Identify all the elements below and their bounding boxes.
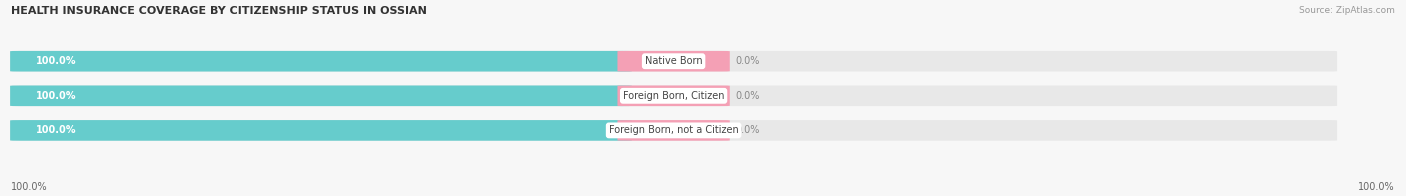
FancyBboxPatch shape bbox=[10, 85, 1337, 106]
Text: HEALTH INSURANCE COVERAGE BY CITIZENSHIP STATUS IN OSSIAN: HEALTH INSURANCE COVERAGE BY CITIZENSHIP… bbox=[11, 6, 427, 16]
Text: 100.0%: 100.0% bbox=[37, 125, 77, 135]
FancyBboxPatch shape bbox=[10, 120, 1337, 141]
FancyBboxPatch shape bbox=[617, 85, 730, 106]
FancyBboxPatch shape bbox=[10, 85, 631, 106]
Text: 100.0%: 100.0% bbox=[1358, 182, 1395, 192]
Text: 100.0%: 100.0% bbox=[11, 182, 48, 192]
FancyBboxPatch shape bbox=[10, 51, 631, 72]
FancyBboxPatch shape bbox=[10, 120, 631, 141]
FancyBboxPatch shape bbox=[617, 51, 730, 72]
Text: Foreign Born, not a Citizen: Foreign Born, not a Citizen bbox=[609, 125, 738, 135]
Text: 0.0%: 0.0% bbox=[735, 91, 759, 101]
Text: Native Born: Native Born bbox=[645, 56, 703, 66]
Text: 100.0%: 100.0% bbox=[37, 56, 77, 66]
Text: Source: ZipAtlas.com: Source: ZipAtlas.com bbox=[1299, 6, 1395, 15]
Text: Foreign Born, Citizen: Foreign Born, Citizen bbox=[623, 91, 724, 101]
Text: 0.0%: 0.0% bbox=[735, 125, 759, 135]
FancyBboxPatch shape bbox=[617, 120, 730, 141]
Text: 100.0%: 100.0% bbox=[37, 91, 77, 101]
FancyBboxPatch shape bbox=[10, 51, 1337, 72]
Text: 0.0%: 0.0% bbox=[735, 56, 759, 66]
